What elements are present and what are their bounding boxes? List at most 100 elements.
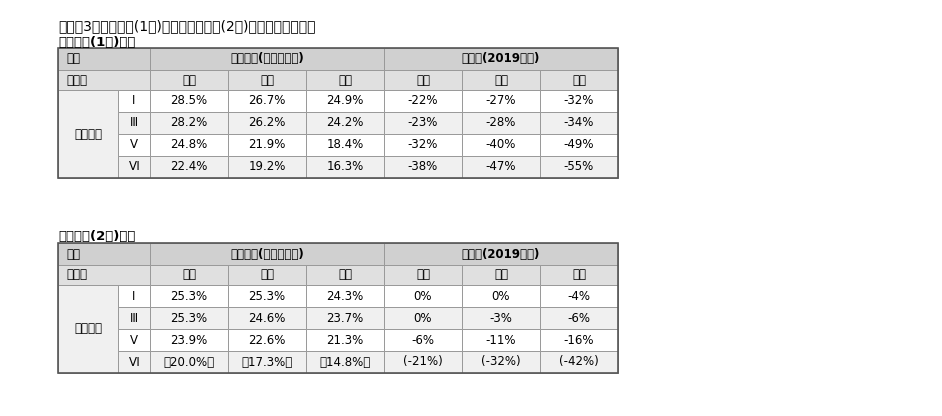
Bar bbox=[384, 265, 462, 285]
Bar bbox=[150, 265, 228, 285]
Text: 基礎年金(1階)部分: 基礎年金(1階)部分 bbox=[58, 35, 136, 49]
Text: 19.2%: 19.2% bbox=[249, 161, 285, 173]
Bar bbox=[118, 285, 150, 307]
Text: 26.2%: 26.2% bbox=[249, 116, 285, 129]
Bar bbox=[118, 307, 150, 329]
Bar bbox=[118, 329, 150, 351]
Text: 厚生年金(2階)部分: 厚生年金(2階)部分 bbox=[58, 230, 136, 243]
Text: 24.8%: 24.8% bbox=[171, 139, 207, 151]
Text: 24.9%: 24.9% bbox=[326, 94, 364, 107]
Text: 中位: 中位 bbox=[494, 268, 508, 282]
Text: Ⅵ: Ⅵ bbox=[129, 161, 139, 173]
Text: Ⅰ: Ⅰ bbox=[132, 94, 136, 107]
Text: -28%: -28% bbox=[486, 116, 516, 129]
Text: 23.7%: 23.7% bbox=[326, 312, 364, 324]
Text: -4%: -4% bbox=[567, 290, 591, 302]
Bar bbox=[306, 90, 384, 112]
Text: 低位: 低位 bbox=[338, 74, 352, 87]
Text: 18.4%: 18.4% bbox=[326, 139, 364, 151]
Text: (-42%): (-42%) bbox=[560, 356, 599, 369]
Bar bbox=[306, 70, 384, 90]
Bar bbox=[118, 351, 150, 373]
Bar bbox=[306, 307, 384, 329]
Bar bbox=[228, 90, 306, 112]
Bar bbox=[540, 265, 618, 285]
Bar bbox=[150, 112, 228, 134]
Text: （17.3%）: （17.3%） bbox=[241, 356, 293, 369]
Bar bbox=[58, 70, 150, 90]
Text: 25.3%: 25.3% bbox=[171, 290, 207, 302]
Bar bbox=[462, 134, 540, 156]
Text: 低下率(2019年比): 低下率(2019年比) bbox=[462, 52, 540, 65]
Text: 28.2%: 28.2% bbox=[171, 116, 207, 129]
Bar bbox=[462, 90, 540, 112]
Text: 22.4%: 22.4% bbox=[171, 161, 207, 173]
Bar bbox=[58, 243, 150, 265]
Text: 高位: 高位 bbox=[416, 268, 430, 282]
Bar bbox=[58, 90, 118, 178]
Bar bbox=[150, 90, 228, 112]
Text: 低位: 低位 bbox=[572, 268, 586, 282]
Text: -11%: -11% bbox=[486, 334, 516, 347]
Text: -49%: -49% bbox=[563, 139, 594, 151]
Bar bbox=[384, 112, 462, 134]
Bar bbox=[462, 156, 540, 178]
Bar bbox=[384, 285, 462, 307]
Bar bbox=[306, 134, 384, 156]
Bar bbox=[540, 156, 618, 178]
Bar bbox=[150, 243, 384, 265]
Bar bbox=[462, 265, 540, 285]
Bar bbox=[150, 134, 228, 156]
Bar bbox=[384, 70, 462, 90]
Bar bbox=[306, 156, 384, 178]
Bar bbox=[228, 112, 306, 134]
Bar bbox=[540, 112, 618, 134]
Bar bbox=[228, 307, 306, 329]
Bar bbox=[228, 351, 306, 373]
Bar bbox=[228, 134, 306, 156]
Text: -23%: -23% bbox=[408, 116, 438, 129]
Text: 21.3%: 21.3% bbox=[326, 334, 364, 347]
Text: 中位: 中位 bbox=[260, 268, 274, 282]
Text: （14.8%）: （14.8%） bbox=[319, 356, 370, 369]
Text: 項目: 項目 bbox=[66, 248, 80, 260]
Bar bbox=[150, 351, 228, 373]
Bar bbox=[58, 48, 618, 178]
Text: ［図表3］基礎年金(1階)部分・厚生年金(2階)部分ごとの見通し: ［図表3］基礎年金(1階)部分・厚生年金(2階)部分ごとの見通し bbox=[58, 19, 316, 33]
Bar bbox=[118, 134, 150, 156]
Text: 経済前提: 経済前提 bbox=[74, 322, 102, 335]
Bar bbox=[150, 70, 228, 90]
Bar bbox=[540, 90, 618, 112]
Text: Ⅲ: Ⅲ bbox=[130, 312, 138, 324]
Text: 0%: 0% bbox=[414, 290, 432, 302]
Bar bbox=[384, 307, 462, 329]
Bar bbox=[462, 329, 540, 351]
Bar bbox=[462, 70, 540, 90]
Bar bbox=[384, 134, 462, 156]
Bar bbox=[118, 90, 150, 112]
Bar bbox=[150, 329, 228, 351]
Text: -40%: -40% bbox=[486, 139, 516, 151]
Text: -22%: -22% bbox=[408, 94, 438, 107]
Bar bbox=[462, 112, 540, 134]
Text: Ⅴ: Ⅴ bbox=[130, 334, 138, 347]
Bar bbox=[306, 112, 384, 134]
Text: (-21%): (-21%) bbox=[403, 356, 443, 369]
Text: 22.6%: 22.6% bbox=[249, 334, 285, 347]
Bar bbox=[150, 307, 228, 329]
Text: 28.5%: 28.5% bbox=[171, 94, 207, 107]
Bar bbox=[306, 351, 384, 373]
Bar bbox=[540, 351, 618, 373]
Bar bbox=[384, 243, 618, 265]
Bar bbox=[150, 156, 228, 178]
Text: 0%: 0% bbox=[492, 290, 511, 302]
Text: -47%: -47% bbox=[486, 161, 516, 173]
Text: 出生率: 出生率 bbox=[66, 74, 87, 87]
Text: -3%: -3% bbox=[490, 312, 512, 324]
Text: 高位: 高位 bbox=[182, 268, 196, 282]
Bar bbox=[58, 243, 618, 373]
Text: （20.0%）: （20.0%） bbox=[164, 356, 215, 369]
Bar bbox=[118, 112, 150, 134]
Text: -27%: -27% bbox=[486, 94, 516, 107]
Bar bbox=[462, 285, 540, 307]
